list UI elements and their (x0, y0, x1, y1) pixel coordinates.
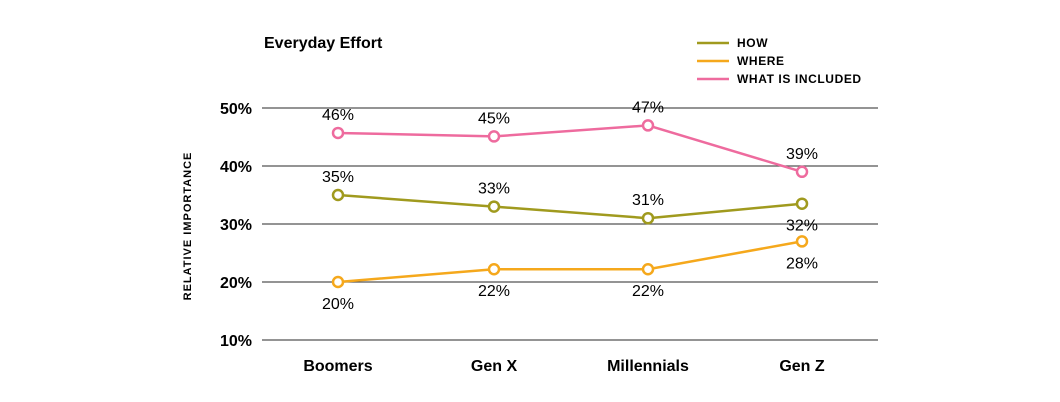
x-axis-ticks: Boomers Gen X Millennials Gen Z (303, 358, 825, 375)
data-point (331, 275, 345, 289)
legend: HOW WHERE WHAT IS INCLUDED (697, 36, 862, 86)
y-axis-ticks: 50% 40% 30% 20% 10% (220, 101, 252, 350)
data-label: 47% (632, 99, 664, 116)
data-point (641, 211, 655, 225)
data-point (795, 165, 809, 179)
data-point (487, 130, 501, 143)
y-tick-label: 20% (220, 275, 252, 292)
series-line (337, 193, 803, 220)
legend-label: WHAT IS INCLUDED (737, 72, 862, 86)
data-point (487, 262, 501, 276)
y-tick-label: 50% (220, 101, 252, 118)
data-label: 33% (478, 181, 510, 198)
y-tick-label: 10% (220, 333, 252, 350)
legend-label: WHERE (737, 54, 785, 68)
data-point (331, 188, 345, 202)
series-what-is-included: 46% 45% 47% 39% (322, 99, 818, 179)
series-where: 20% 22% 22% 28% (322, 235, 818, 313)
data-label: 22% (478, 283, 510, 300)
data-label: 22% (632, 283, 664, 300)
legend-label: HOW (737, 36, 768, 50)
data-point (641, 119, 655, 132)
chart-title: Everyday Effort (264, 35, 383, 52)
x-tick-label: Gen X (471, 358, 518, 375)
data-label: 20% (322, 296, 354, 313)
data-label: 28% (786, 255, 818, 272)
data-label: 46% (322, 107, 354, 124)
data-label: 35% (322, 169, 354, 186)
y-tick-label: 40% (220, 159, 252, 176)
series-line (337, 240, 803, 284)
series-group: 35% 33% 31% 32% 20% 22% 22% 28% 46% 45% 47% 39% (322, 99, 818, 313)
data-point (641, 262, 655, 276)
series-line (337, 124, 803, 173)
x-tick-label: Gen Z (779, 358, 825, 375)
x-tick-label: Millennials (607, 358, 689, 375)
data-point (331, 126, 345, 140)
data-label: 32% (786, 218, 818, 235)
y-axis-label: RELATIVE IMPORTANCE (182, 152, 194, 301)
series-how: 35% 33% 31% 32% (322, 169, 818, 235)
legend-item: HOW (697, 36, 768, 50)
data-point (795, 235, 809, 248)
data-label: 31% (632, 192, 664, 209)
gridlines (262, 107, 878, 341)
data-point (795, 197, 809, 210)
data-label: 45% (478, 110, 510, 127)
data-label: 39% (786, 146, 818, 163)
x-tick-label: Boomers (303, 358, 372, 375)
legend-item: WHAT IS INCLUDED (697, 72, 862, 86)
y-tick-label: 30% (220, 217, 252, 234)
legend-item: WHERE (697, 54, 785, 68)
data-point (487, 200, 501, 213)
